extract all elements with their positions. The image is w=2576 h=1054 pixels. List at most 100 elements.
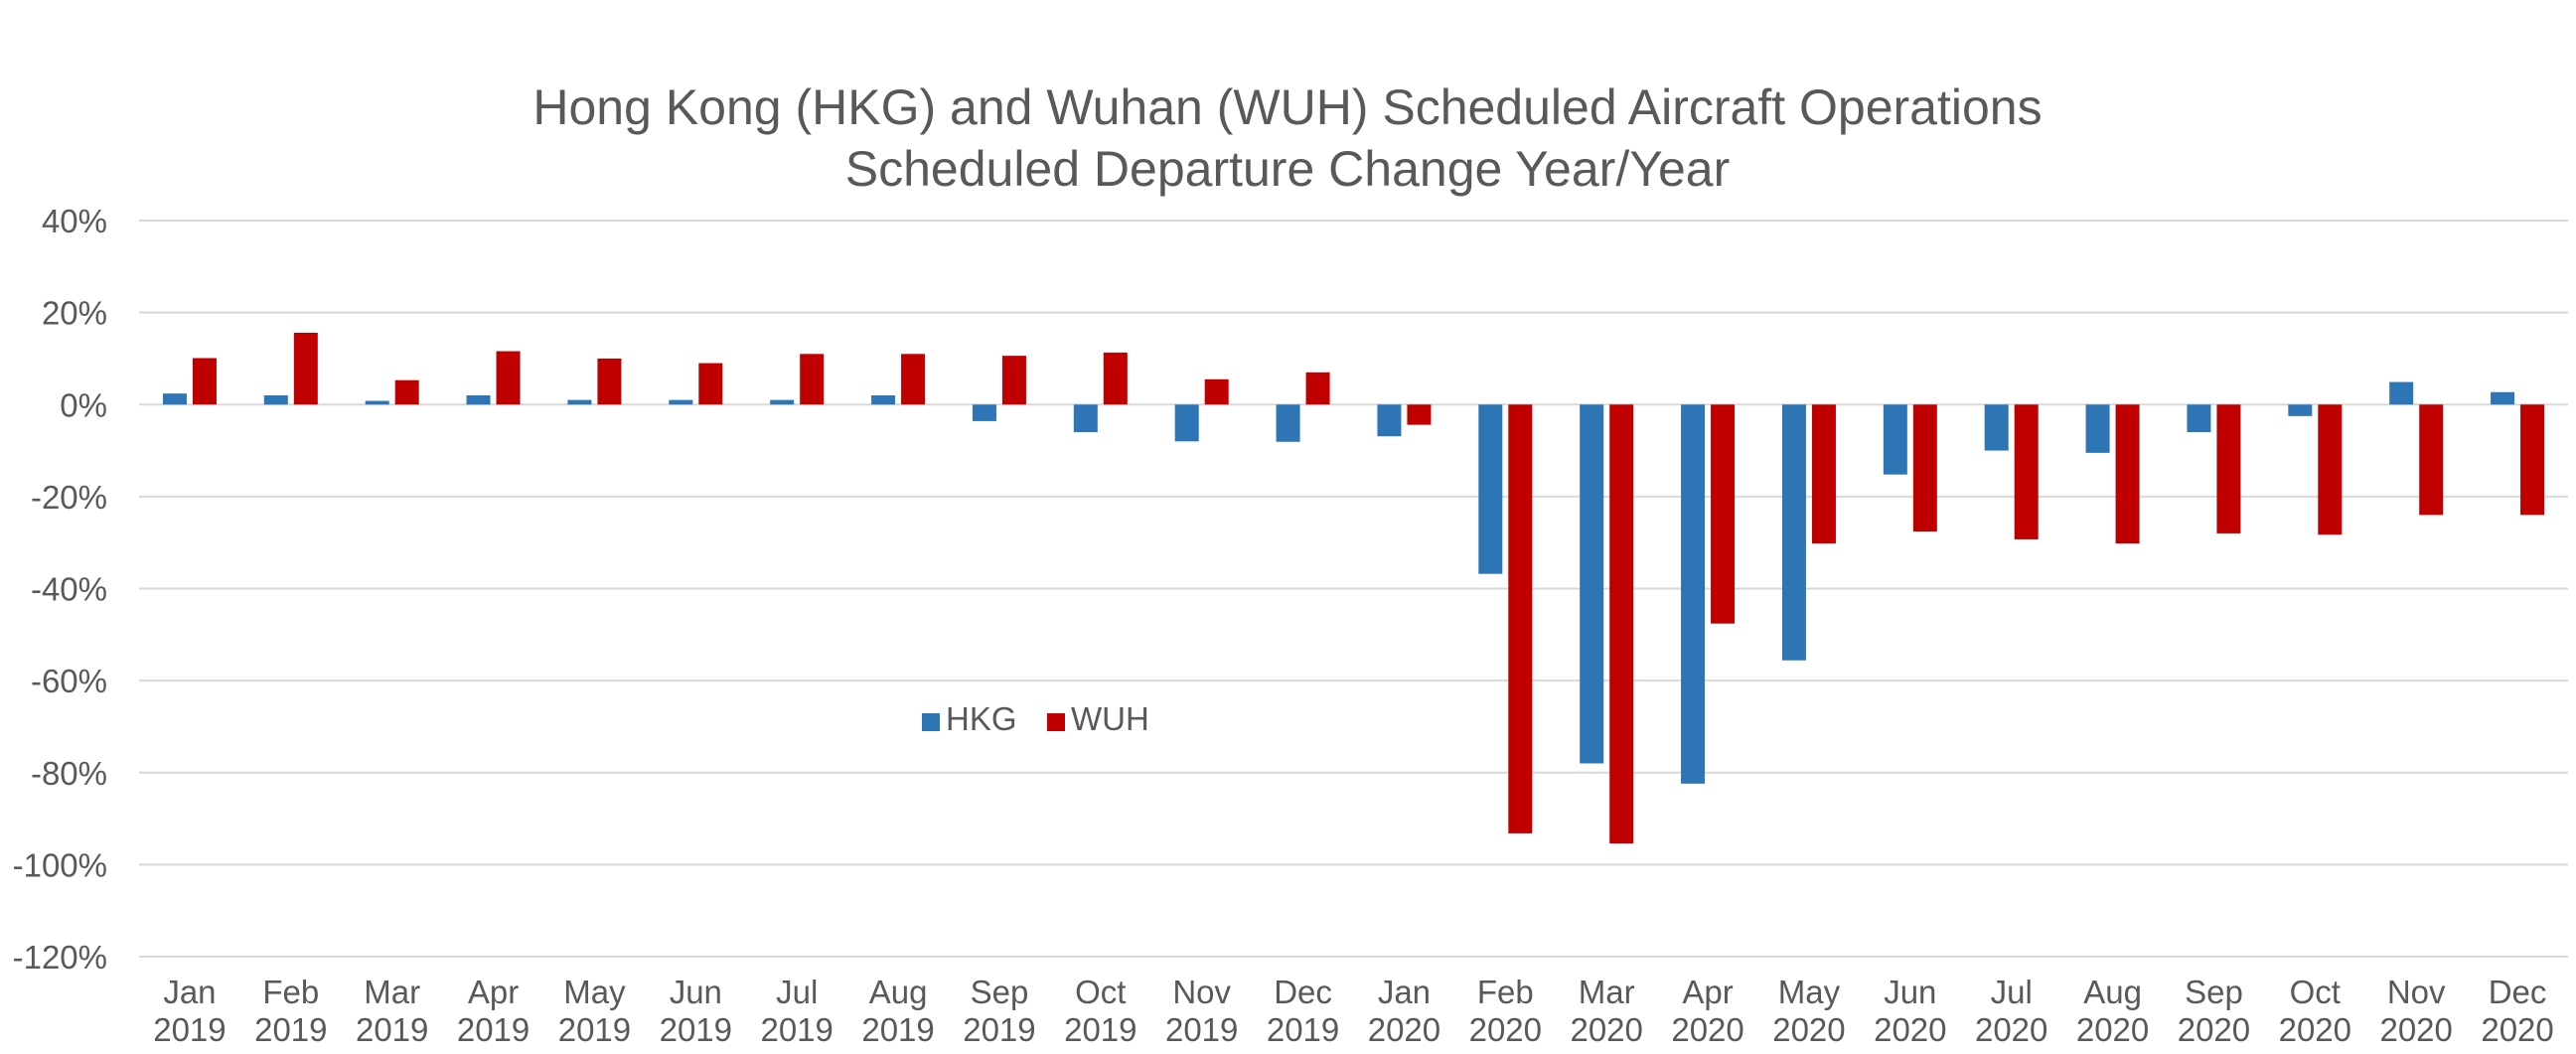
x-tick-label: 2019 xyxy=(1165,1011,1238,1048)
bar-wuh xyxy=(394,379,419,405)
bar-wuh xyxy=(1811,404,1836,544)
x-tick-label: Sep xyxy=(2185,974,2243,1010)
x-tick-label: 2019 xyxy=(1267,1011,1339,1048)
x-tick-label: Dec xyxy=(2489,974,2547,1010)
bar-hkg xyxy=(770,399,795,405)
y-tick-label: -40% xyxy=(31,571,107,608)
x-tick-label: 2019 xyxy=(457,1011,530,1048)
bar-hkg xyxy=(466,394,491,405)
bar-wuh xyxy=(1609,404,1634,844)
legend-swatch-hkg xyxy=(922,713,940,731)
bar-wuh xyxy=(1204,378,1229,405)
bar-wuh xyxy=(293,333,318,405)
x-tick-label: 2020 xyxy=(1772,1011,1845,1048)
x-tick-label: 2019 xyxy=(254,1011,327,1048)
x-tick-label: Aug xyxy=(2083,974,2142,1010)
bars xyxy=(162,333,2545,844)
bar-hkg xyxy=(1377,404,1402,437)
bar-wuh xyxy=(1711,404,1736,624)
x-tick-label: Mar xyxy=(1579,974,1635,1010)
chart-title: Hong Kong (HKG) and Wuhan (WUH) Schedule… xyxy=(532,79,2042,135)
y-tick-label: -80% xyxy=(31,755,107,792)
bar-hkg xyxy=(2288,404,2313,416)
bar-hkg xyxy=(972,404,996,421)
x-tick-label: Jan xyxy=(1378,974,1431,1010)
bar-wuh xyxy=(2216,404,2241,533)
x-tick-label: Nov xyxy=(1172,974,1231,1010)
legend-swatch-wuh xyxy=(1047,713,1065,731)
bar-wuh xyxy=(2014,404,2039,539)
x-tick-label: Aug xyxy=(869,974,928,1010)
bar-hkg xyxy=(669,399,693,405)
bar-wuh xyxy=(2115,404,2140,544)
y-tick-label: -100% xyxy=(13,846,107,883)
x-tick-label: 2020 xyxy=(1671,1011,1743,1048)
chart-subtitle: Scheduled Departure Change Year/Year xyxy=(845,141,1731,197)
x-tick-label: Feb xyxy=(262,974,319,1010)
x-tick-label: 2020 xyxy=(2481,1011,2553,1048)
x-tick-label: Apr xyxy=(468,974,519,1010)
x-tick-label: 2020 xyxy=(2379,1011,2452,1048)
x-tick-label: 2019 xyxy=(558,1011,631,1048)
x-tick-label: 2019 xyxy=(1064,1011,1136,1048)
x-tick-label: Dec xyxy=(1274,974,1332,1010)
x-tick-label: Oct xyxy=(1075,974,1126,1010)
y-tick-label: -60% xyxy=(31,663,107,699)
y-tick-label: -20% xyxy=(31,479,107,516)
x-tick-label: 2019 xyxy=(760,1011,833,1048)
x-tick-label: 2019 xyxy=(356,1011,428,1048)
y-axis: 40% 20% 0% -20% -40% -60% -80% -100% -120% xyxy=(13,203,107,976)
bar-wuh xyxy=(2520,404,2545,516)
bar-hkg xyxy=(1580,404,1604,764)
bar-wuh xyxy=(2318,404,2343,535)
bar-hkg xyxy=(1681,404,1706,784)
x-tick-label: May xyxy=(563,974,626,1010)
legend-label-wuh: WUH xyxy=(1071,700,1149,737)
bar-wuh xyxy=(192,358,217,405)
bar-hkg xyxy=(567,399,592,405)
bar-wuh xyxy=(597,358,622,405)
bar-hkg xyxy=(2389,381,2414,405)
bar-hkg xyxy=(2491,391,2515,405)
x-tick-label: 2020 xyxy=(1469,1011,1542,1048)
x-tick-label: Jan xyxy=(163,974,216,1010)
x-tick-label: Mar xyxy=(364,974,420,1010)
y-tick-label: -120% xyxy=(13,939,107,976)
x-tick-label: Jun xyxy=(1884,974,1936,1010)
bar-wuh xyxy=(901,354,926,405)
legend-label-hkg: HKG xyxy=(946,700,1017,737)
bar-hkg xyxy=(2187,404,2211,433)
bar-hkg xyxy=(1984,404,2009,451)
x-tick-label: 2020 xyxy=(1874,1011,1946,1048)
bar-hkg xyxy=(263,394,288,405)
bar-hkg xyxy=(162,393,187,405)
x-tick-label: Jul xyxy=(776,974,818,1010)
bar-hkg xyxy=(1478,404,1503,574)
x-tick-label: Oct xyxy=(2290,974,2341,1010)
bar-wuh xyxy=(698,363,723,405)
bar-hkg xyxy=(1073,404,1098,433)
x-tick-label: 2019 xyxy=(660,1011,732,1048)
x-tick-label: Feb xyxy=(1477,974,1534,1010)
x-tick-label: Jun xyxy=(670,974,722,1010)
bar-wuh xyxy=(800,354,825,405)
x-axis: Jan2019Feb2019Mar2019Apr2019May2019Jun20… xyxy=(153,974,2554,1048)
x-tick-label: Sep xyxy=(971,974,1029,1010)
x-tick-label: 2020 xyxy=(2076,1011,2149,1048)
x-tick-label: 2020 xyxy=(2178,1011,2250,1048)
bar-hkg xyxy=(365,400,389,405)
x-tick-label: 2020 xyxy=(1570,1011,1642,1048)
bar-wuh xyxy=(1508,404,1533,833)
bar-wuh xyxy=(1103,352,1128,405)
bar-wuh xyxy=(1305,372,1330,405)
bar-hkg xyxy=(1276,404,1300,442)
bar-wuh xyxy=(1001,356,1026,405)
x-tick-label: May xyxy=(1778,974,1841,1010)
x-tick-label: Apr xyxy=(1682,974,1733,1010)
bar-hkg xyxy=(871,394,896,405)
legend: HKG WUH xyxy=(922,700,1149,737)
x-tick-label: 2019 xyxy=(861,1011,934,1048)
x-tick-label: 2019 xyxy=(963,1011,1035,1048)
x-tick-label: 2020 xyxy=(1368,1011,1440,1048)
